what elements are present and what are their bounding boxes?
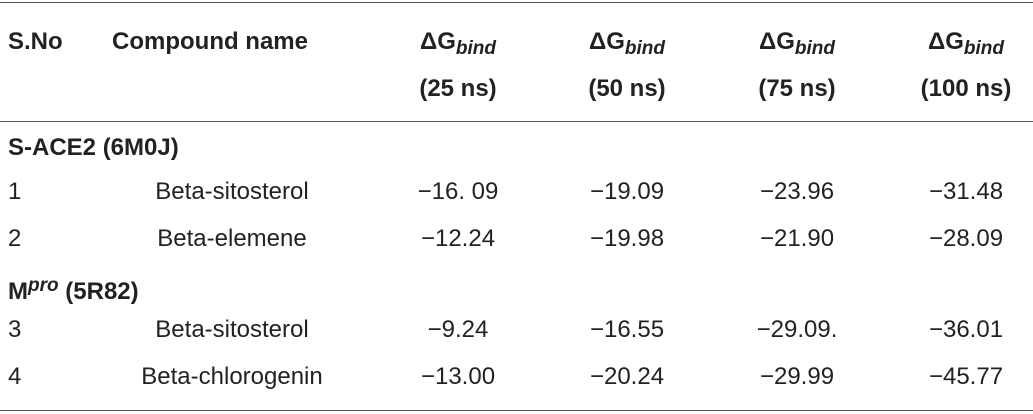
binding-energy: −31.48 [928,178,1004,205]
compound-name: Beta-elemene [157,225,307,252]
header-note: (75 ns) [758,75,836,102]
row-number: 2 [8,225,22,252]
delta-g: ΔG [758,28,795,55]
binding-energy: −19.09 [589,178,665,205]
header-cell: ΔGbind (100 ns) [921,28,1012,103]
header-cell: Compound name [112,28,308,55]
delta-g: ΔG [419,28,456,55]
compound-name: Beta-sitosterol [155,316,309,343]
binding-energy: −23.96 [759,178,835,205]
binding-energy: −16. 09 [417,178,499,205]
header-rule [0,121,1033,122]
section-title: Mpro (5R82) [8,272,139,306]
section-sup: pro [28,275,59,296]
header-note: (50 ns) [588,75,666,102]
header-cell: ΔGbind (50 ns) [588,28,665,103]
header-note: (100 ns) [920,75,1012,102]
row-number: 3 [8,316,22,343]
binding-energy: −12.24 [420,225,496,252]
binding-energy: −45.77 [928,363,1004,390]
header-line: ΔGbind [419,28,496,63]
header-cell: ΔGbind (25 ns) [419,28,496,103]
header-line: ΔGbind [758,28,835,63]
subscript: bind [455,38,497,59]
top-rule [0,2,1033,3]
subscript: bind [624,38,666,59]
binding-energy: −16.55 [589,316,665,343]
section-title: S-ACE2 (6M0J) [8,134,179,162]
subscript: bind [794,38,836,59]
bottom-rule [0,410,1033,411]
delta-g: ΔG [927,28,964,55]
binding-energy: −9.24 [427,316,489,343]
subscript: bind [963,38,1005,59]
delta-g: ΔG [588,28,625,55]
section-rest: (5R82) [58,278,139,305]
binding-energy: −21.90 [759,225,835,252]
header-note: (25 ns) [419,75,497,102]
binding-energy: −28.09 [928,225,1004,252]
section-base: S-ACE2 (6M0J) [8,134,179,161]
binding-energy: −29.09. [756,316,838,343]
binding-energy: −13.00 [420,363,496,390]
header-line: ΔGbind [921,28,1012,63]
section-base: M [8,278,28,305]
compound-name: Beta-sitosterol [155,178,309,205]
binding-energy: −36.01 [928,316,1004,343]
binding-energy: −19.98 [589,225,665,252]
binding-energy: −29.99 [759,363,835,390]
header-cell: S.No [8,28,63,55]
row-number: 4 [8,363,22,390]
binding-energy: −20.24 [589,363,665,390]
header-line: ΔGbind [588,28,665,63]
compound-name: Beta-chlorogenin [141,363,323,390]
row-number: 1 [8,178,22,205]
header-cell: ΔGbind (75 ns) [758,28,835,103]
